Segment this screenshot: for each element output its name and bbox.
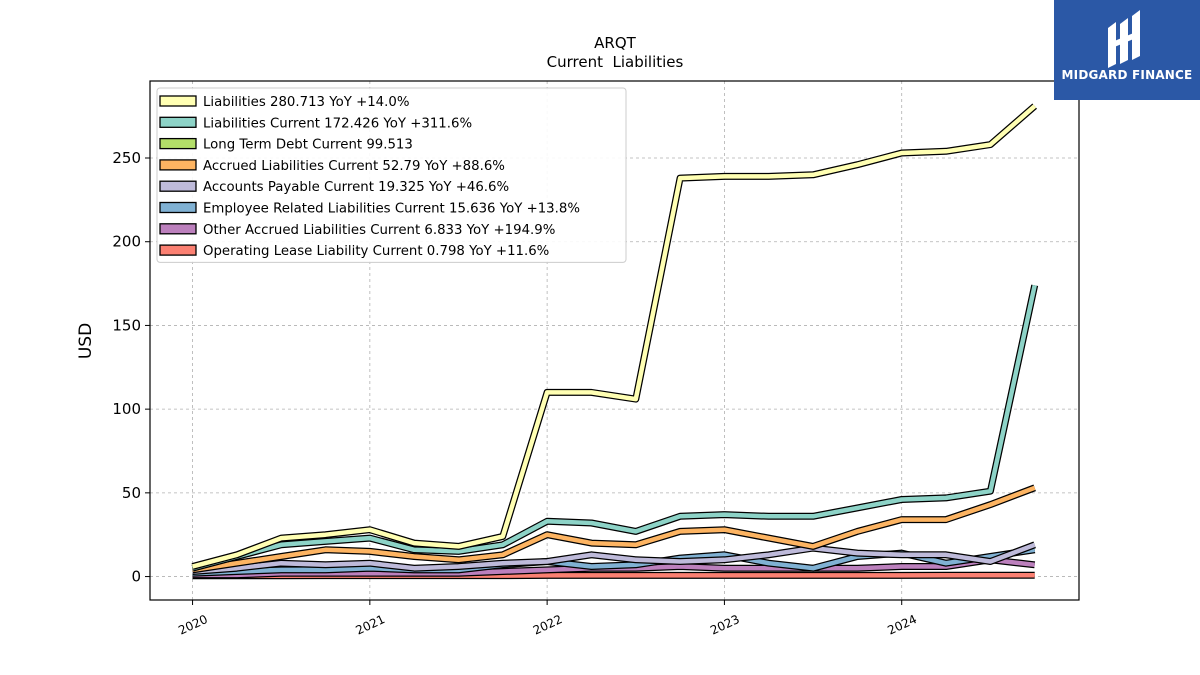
series-accrued-liabilities-current	[191, 484, 1036, 574]
legend-label: Accrued Liabilities Current 52.79 YoY +8…	[203, 159, 505, 174]
chart-title: ARQT	[594, 34, 636, 52]
legend-swatch	[159, 180, 197, 192]
midgard-logo-icon	[1108, 10, 1140, 68]
legend-label: Liabilities Current 172.426 YoY +311.6%	[203, 116, 472, 131]
legend-label: Long Term Debt Current 99.513	[203, 138, 413, 153]
legend-box	[156, 87, 627, 263]
legend-swatch	[159, 95, 197, 107]
brand-name: MIDGARD FINANCE	[1061, 68, 1193, 82]
series-line	[192, 542, 1036, 574]
chart-subtitle: Current Liabilities	[547, 53, 684, 71]
legend-swatch	[159, 137, 197, 150]
series-accounts-payable-current	[192, 541, 1036, 575]
series-line	[191, 284, 1037, 571]
plot-frame	[149, 80, 1080, 601]
x-tick-label: 2021	[354, 612, 388, 638]
series-lines	[191, 103, 1039, 580]
y-axis-label: USD	[76, 323, 96, 359]
legend-label: Accounts Payable Current 19.325 YoY +46.…	[203, 180, 509, 195]
brand-logo: MIDGARD FINANCE	[1054, 0, 1200, 100]
legend-swatch	[159, 201, 197, 214]
legend-label: Liabilities 280.713 YoY +14.0%	[203, 95, 409, 110]
legend-label: Other Accrued Liabilities Current 6.833 …	[203, 223, 555, 238]
series-liabilities-current	[191, 284, 1039, 572]
y-tick-label: 250	[112, 149, 141, 167]
y-tick-label: 50	[122, 484, 141, 502]
series-liabilities	[191, 103, 1037, 570]
series-line	[192, 485, 1036, 573]
x-tick-label: 2020	[176, 612, 210, 638]
series-line	[191, 104, 1037, 569]
y-tick-label: 200	[112, 233, 141, 251]
legend-swatch	[159, 116, 197, 128]
legend: Liabilities 280.713 YoY +14.0% Liabilitie…	[156, 87, 627, 263]
legend-label: Operating Lease Liability Current 0.798 …	[203, 244, 549, 259]
y-tick-label: 100	[112, 400, 141, 418]
legend-swatch	[159, 244, 197, 256]
x-tick-label: 2023	[708, 612, 742, 638]
legend-label: Employee Related Liabilities Current 15.…	[203, 202, 580, 217]
y-tick-label: 150	[112, 316, 141, 334]
x-tick-label: 2022	[531, 612, 565, 638]
y-tick-label: 0	[131, 568, 141, 586]
legend-swatch	[159, 223, 197, 235]
legend-swatch	[159, 159, 197, 171]
x-tick-label: 2024	[885, 612, 919, 638]
